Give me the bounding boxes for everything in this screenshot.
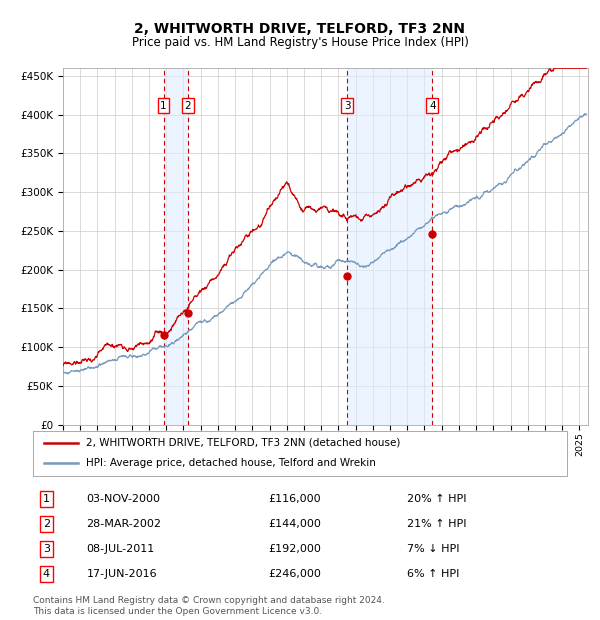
Text: £246,000: £246,000	[268, 569, 321, 579]
Text: £144,000: £144,000	[268, 519, 321, 529]
Text: 2: 2	[43, 519, 50, 529]
Text: 2, WHITWORTH DRIVE, TELFORD, TF3 2NN: 2, WHITWORTH DRIVE, TELFORD, TF3 2NN	[134, 22, 466, 36]
Text: 03-NOV-2000: 03-NOV-2000	[86, 494, 160, 504]
Text: 2: 2	[184, 100, 191, 110]
Text: 4: 4	[429, 100, 436, 110]
Text: Contains HM Land Registry data © Crown copyright and database right 2024.
This d: Contains HM Land Registry data © Crown c…	[33, 596, 385, 616]
Text: 3: 3	[344, 100, 350, 110]
Text: £192,000: £192,000	[268, 544, 321, 554]
Text: 3: 3	[43, 544, 50, 554]
Text: 20% ↑ HPI: 20% ↑ HPI	[407, 494, 466, 504]
Text: 21% ↑ HPI: 21% ↑ HPI	[407, 519, 466, 529]
Text: HPI: Average price, detached house, Telford and Wrekin: HPI: Average price, detached house, Telf…	[86, 458, 376, 469]
Text: 4: 4	[43, 569, 50, 579]
Text: 1: 1	[43, 494, 50, 504]
Text: £116,000: £116,000	[268, 494, 320, 504]
Text: 17-JUN-2016: 17-JUN-2016	[86, 569, 157, 579]
Text: 1: 1	[160, 100, 167, 110]
Text: 6% ↑ HPI: 6% ↑ HPI	[407, 569, 459, 579]
Text: Price paid vs. HM Land Registry's House Price Index (HPI): Price paid vs. HM Land Registry's House …	[131, 36, 469, 49]
Text: 28-MAR-2002: 28-MAR-2002	[86, 519, 161, 529]
Text: 2, WHITWORTH DRIVE, TELFORD, TF3 2NN (detached house): 2, WHITWORTH DRIVE, TELFORD, TF3 2NN (de…	[86, 438, 401, 448]
Bar	[347, 68, 433, 425]
Text: 08-JUL-2011: 08-JUL-2011	[86, 544, 155, 554]
Bar	[164, 68, 188, 425]
Text: 7% ↓ HPI: 7% ↓ HPI	[407, 544, 460, 554]
